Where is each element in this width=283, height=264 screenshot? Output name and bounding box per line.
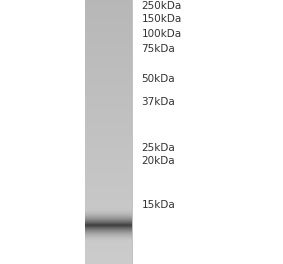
Text: 15kDa: 15kDa xyxy=(142,200,175,210)
Text: 50kDa: 50kDa xyxy=(142,74,175,84)
Text: 20kDa: 20kDa xyxy=(142,155,175,166)
Text: 25kDa: 25kDa xyxy=(142,143,175,153)
Text: 37kDa: 37kDa xyxy=(142,97,175,107)
Text: 150kDa: 150kDa xyxy=(142,14,182,24)
Text: 75kDa: 75kDa xyxy=(142,44,175,54)
Text: 250kDa: 250kDa xyxy=(142,1,182,11)
Text: 100kDa: 100kDa xyxy=(142,29,182,39)
